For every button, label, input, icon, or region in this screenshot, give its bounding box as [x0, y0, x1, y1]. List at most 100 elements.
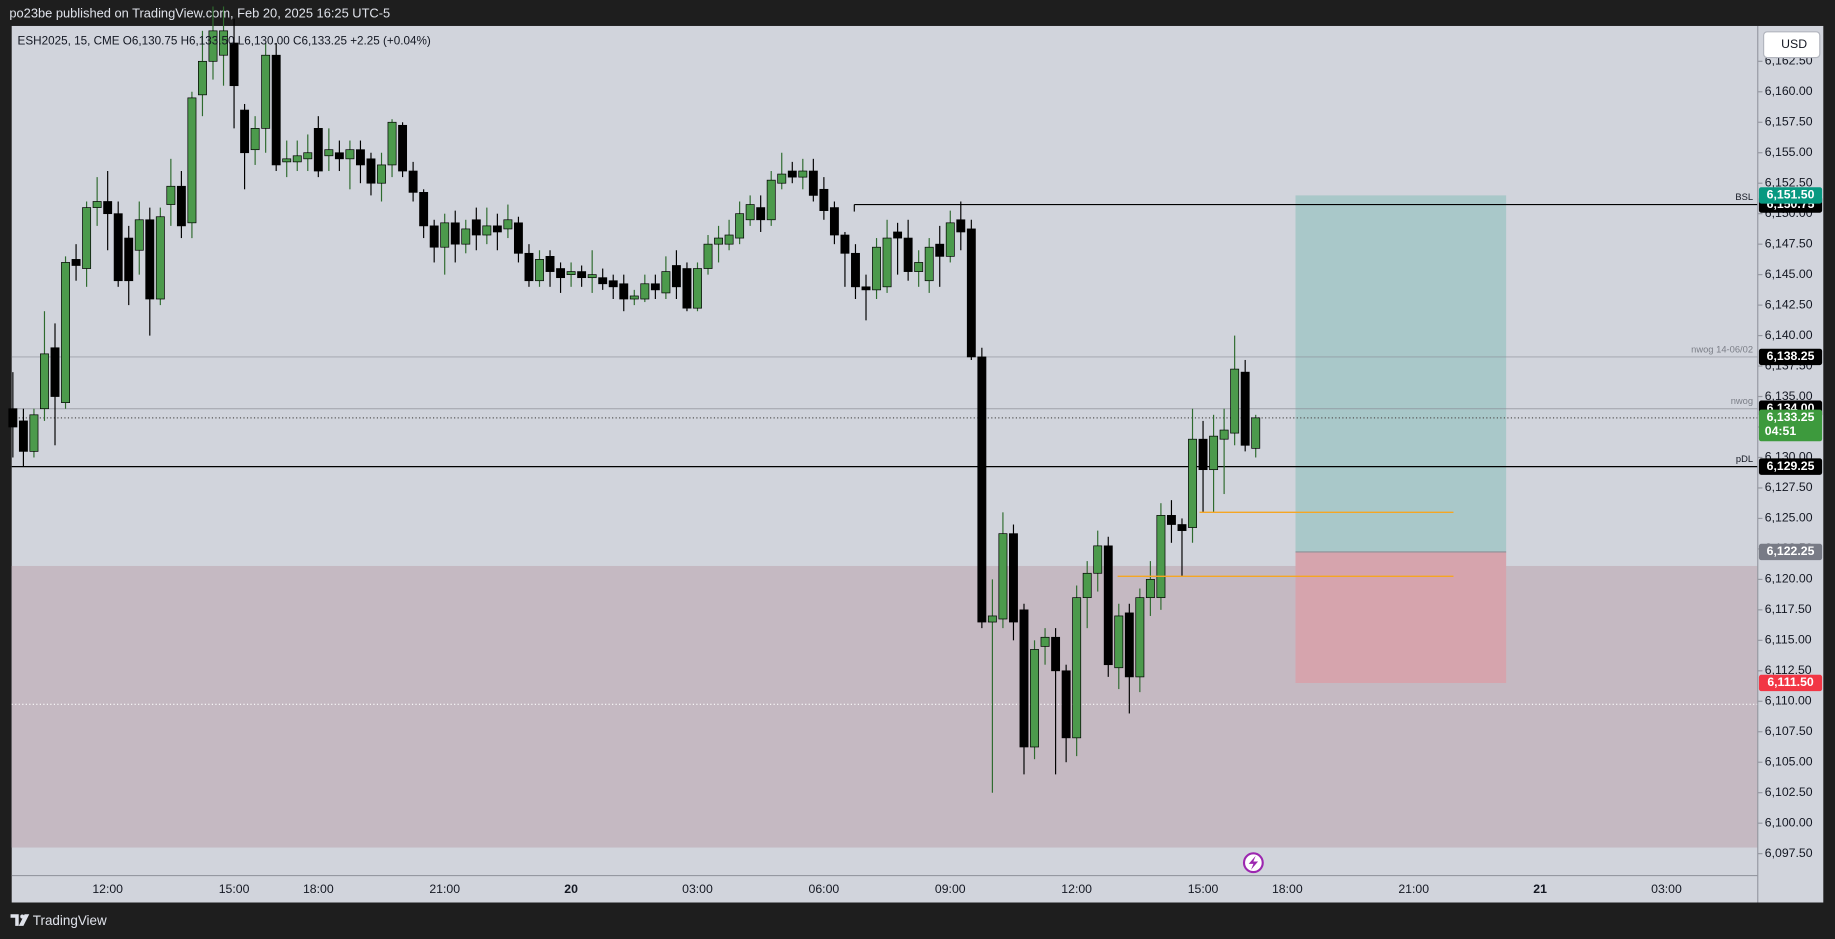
candle-body [377, 164, 386, 184]
candle-body [40, 353, 49, 410]
candle-body [124, 237, 134, 282]
legend: ESH2025, 15, CME O6,130.75 H6,133.50 L6,… [18, 34, 431, 47]
candle-body [187, 97, 197, 224]
candle-body [914, 262, 924, 272]
countdown-label: 04:51 [1765, 424, 1797, 438]
y-tick-label: 6,145.00 [1765, 267, 1813, 281]
candle-body [1219, 429, 1229, 440]
candle-body [1103, 545, 1113, 666]
candle-body [998, 533, 1008, 620]
logo-part [18, 914, 30, 926]
y-tick-label: 6,127.50 [1765, 480, 1813, 494]
candle-body [545, 255, 555, 272]
candle-body [387, 121, 397, 166]
header: po23be published on TradingView.com, Feb… [9, 6, 390, 21]
x-tick-label: 06:00 [809, 882, 840, 896]
candle-body [987, 615, 997, 623]
icon-bolt[interactable] [1248, 855, 1259, 870]
candle-body [261, 54, 271, 129]
candle-body [756, 207, 766, 221]
candle-body [556, 268, 566, 279]
y-tick-label: 6,120.00 [1765, 572, 1813, 586]
candle-body [398, 124, 408, 172]
candle-body [408, 170, 418, 193]
level-label: nwog 14-06/02 [1691, 344, 1753, 354]
currency-button[interactable] [1763, 31, 1821, 59]
level-price-tag [1758, 348, 1823, 366]
candle-body [1040, 636, 1050, 647]
candle-body [355, 149, 365, 166]
candle-body [240, 109, 250, 154]
y-tick-label: 6,155.00 [1765, 145, 1813, 159]
candle-body [334, 152, 344, 160]
candle-body [461, 228, 471, 245]
y-tick-label: 6,135.00 [1765, 389, 1813, 403]
x-tick-label: 03:00 [682, 882, 713, 896]
candle-body [250, 128, 260, 151]
footer-logo [10, 914, 30, 926]
candle-body [324, 149, 334, 157]
candle-body [872, 246, 881, 291]
candle-body [1061, 670, 1071, 739]
candle-body [513, 222, 523, 254]
last-price-tag [1758, 409, 1823, 442]
candle-body [777, 173, 787, 184]
level-label: BSL [1735, 192, 1753, 202]
candle-body [608, 280, 618, 288]
level-price-label: 6,138.25 [1767, 349, 1815, 363]
y-tick-label: 6,107.50 [1765, 724, 1813, 738]
background-layer: BSL nwog 14-06/02 nwog pDL [11, 192, 1758, 848]
candle-body [1209, 435, 1219, 471]
candle-body [145, 219, 155, 300]
level-price-label: 6,129.25 [1767, 459, 1815, 473]
candle-body [650, 283, 660, 291]
candle-body [829, 207, 839, 236]
x-tick-label: 15:00 [1188, 882, 1219, 896]
candle-body [682, 268, 692, 309]
candle-body [535, 259, 544, 282]
x-tick-label: 20 [564, 882, 578, 896]
candle-body [1019, 609, 1029, 748]
candle-body [292, 155, 302, 163]
candle-body [482, 225, 492, 236]
candle-body [566, 271, 576, 275]
y-tick-label: 6,097.50 [1765, 846, 1813, 860]
candle-body [1167, 515, 1176, 525]
candle-body [966, 228, 976, 358]
candle-body [208, 30, 218, 62]
candle-body [977, 356, 987, 623]
y-tick-label: 6,117.50 [1765, 602, 1812, 616]
position-price-tag [1758, 187, 1823, 204]
candle-body [82, 207, 92, 269]
candle-body [619, 283, 629, 300]
candle-body [92, 201, 102, 208]
candle-body [1135, 597, 1145, 678]
candle-body [903, 237, 913, 272]
footer-brand: TradingView [33, 913, 107, 928]
candle-body [766, 179, 776, 221]
lightning-icon[interactable] [1242, 852, 1264, 874]
candle-body [629, 295, 639, 300]
candle-body [229, 42, 239, 87]
currency-label[interactable]: USD [1781, 37, 1807, 51]
candle-body [271, 54, 281, 166]
candle-body [166, 185, 176, 205]
x-tick-label: 18:00 [303, 882, 334, 896]
last-price-label: 6,133.25 [1767, 410, 1815, 424]
y-tick-label: 6,105.00 [1765, 754, 1813, 768]
candle-body [945, 222, 955, 257]
candle-body [724, 234, 734, 245]
candle-body [1198, 438, 1208, 471]
candle-body [671, 265, 681, 288]
candle-body [18, 420, 28, 452]
candle-body [419, 192, 429, 227]
level-price-tag [1758, 458, 1823, 475]
y-tick-label: 6,147.50 [1765, 236, 1813, 250]
candle-body [1009, 533, 1018, 623]
y-tick-label: 6,160.00 [1765, 84, 1813, 98]
candle-body [1093, 545, 1103, 574]
candle-body [366, 158, 376, 184]
y-tick-label: 6,112.50 [1765, 663, 1812, 677]
candle-body [50, 347, 60, 397]
